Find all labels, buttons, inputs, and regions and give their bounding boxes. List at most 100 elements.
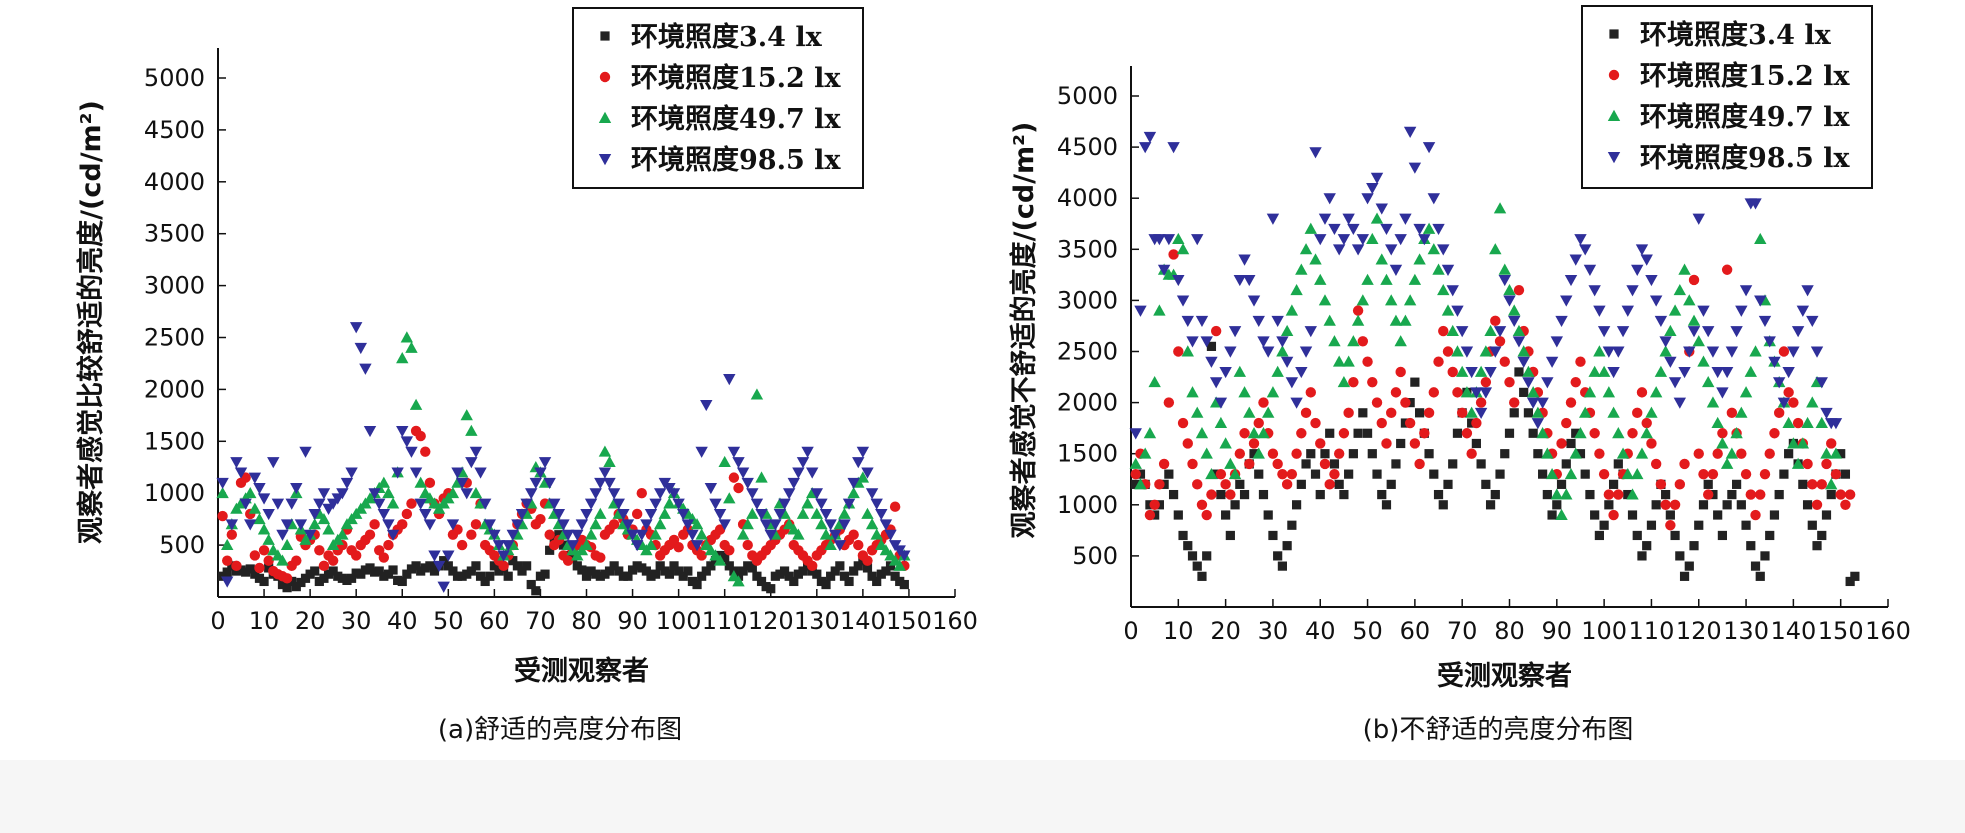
data-point: [396, 425, 409, 438]
data-point: [1604, 500, 1614, 510]
data-point: [363, 425, 377, 438]
data-point: [1470, 387, 1483, 399]
data-point: [1490, 315, 1501, 327]
data-point: [1153, 234, 1166, 246]
data-point: [506, 529, 519, 541]
data-point: [253, 512, 266, 525]
data-point: [388, 565, 398, 575]
data-point: [747, 563, 757, 573]
series-3: [216, 322, 911, 593]
data-point: [466, 529, 477, 540]
data-point: [1545, 467, 1559, 480]
data-point: [1309, 253, 1322, 265]
data-point: [1206, 489, 1217, 500]
data-point: [369, 519, 380, 530]
data-point: [1239, 428, 1250, 439]
data-point: [262, 509, 275, 521]
data-point: [1291, 448, 1302, 459]
legend-marker: [599, 71, 611, 83]
data-point: [1561, 417, 1572, 429]
data-point: [1380, 223, 1393, 236]
data-point: [732, 575, 745, 587]
data-point: [566, 540, 579, 552]
y-tick-label: 4500: [1057, 133, 1118, 161]
data-point: [1608, 509, 1619, 521]
data-point: [1148, 375, 1161, 388]
data-point: [1632, 407, 1643, 419]
data-point: [723, 374, 736, 386]
data-point: [784, 571, 794, 581]
data-point: [1233, 275, 1247, 287]
data-point: [1635, 244, 1649, 256]
data-point: [1850, 571, 1860, 581]
data-point: [838, 519, 851, 531]
data-point: [1337, 375, 1351, 388]
legend: 环境照度3.4 lx 环境照度15.2 lx 环境照度49.7 lx 环境照度98.5…: [1581, 5, 1873, 189]
data-point: [498, 560, 509, 572]
data-point: [1356, 234, 1370, 246]
data-point: [687, 576, 698, 587]
y-tick-label: 4500: [144, 116, 205, 144]
data-point: [632, 561, 642, 571]
data-point: [1820, 447, 1833, 459]
data-point: [1555, 508, 1568, 520]
data-point: [356, 569, 366, 579]
data-point: [1216, 489, 1226, 500]
series-1: [1130, 249, 1856, 531]
data-point: [406, 498, 417, 509]
data-point: [1688, 274, 1700, 286]
data-point: [368, 488, 381, 500]
legend-marker: [1608, 69, 1620, 81]
data-point: [239, 498, 252, 510]
data-point: [1522, 377, 1535, 389]
data-point: [1460, 386, 1474, 398]
data-point: [1380, 273, 1393, 285]
data-point: [889, 501, 901, 512]
data-point: [1441, 264, 1455, 276]
data-point: [1570, 376, 1581, 388]
data-point: [1769, 428, 1780, 439]
data-point: [428, 550, 441, 562]
data-point: [1399, 213, 1412, 225]
data-point: [1489, 346, 1502, 358]
data-point: [793, 569, 803, 579]
data-point: [1550, 336, 1564, 348]
data-point: [340, 477, 354, 490]
data-point: [1621, 305, 1634, 317]
data-point: [695, 446, 708, 458]
data-point: [1485, 500, 1496, 510]
data-point: [1479, 345, 1493, 357]
data-point: [314, 545, 325, 556]
data-point: [1641, 417, 1652, 429]
data-point: [379, 571, 389, 581]
data-point: [1503, 283, 1516, 296]
x-tick-label: 90: [1542, 617, 1573, 645]
data-point: [677, 509, 690, 521]
data-point: [517, 566, 527, 576]
data-point: [568, 552, 578, 563]
data-point: [1390, 387, 1402, 398]
data-point: [674, 566, 684, 576]
data-point: [400, 436, 414, 448]
data-point: [1716, 437, 1729, 449]
data-point: [561, 529, 575, 541]
data-point: [667, 488, 681, 500]
data-point: [374, 566, 384, 576]
data-point: [847, 487, 860, 499]
data-point: [1291, 500, 1302, 510]
data-point: [1163, 397, 1175, 408]
data-point: [782, 488, 796, 500]
data-point: [1214, 397, 1228, 409]
data-point: [1746, 541, 1756, 551]
data-point: [1138, 142, 1152, 154]
data-point: [1649, 295, 1663, 307]
data-point: [713, 554, 727, 566]
data-point: [470, 519, 482, 530]
data-point: [1258, 397, 1269, 408]
data-point: [221, 538, 234, 551]
data-point: [1377, 489, 1387, 500]
data-point: [826, 571, 836, 581]
data-point: [1352, 305, 1364, 316]
data-point: [636, 488, 647, 499]
data-point: [267, 457, 280, 469]
